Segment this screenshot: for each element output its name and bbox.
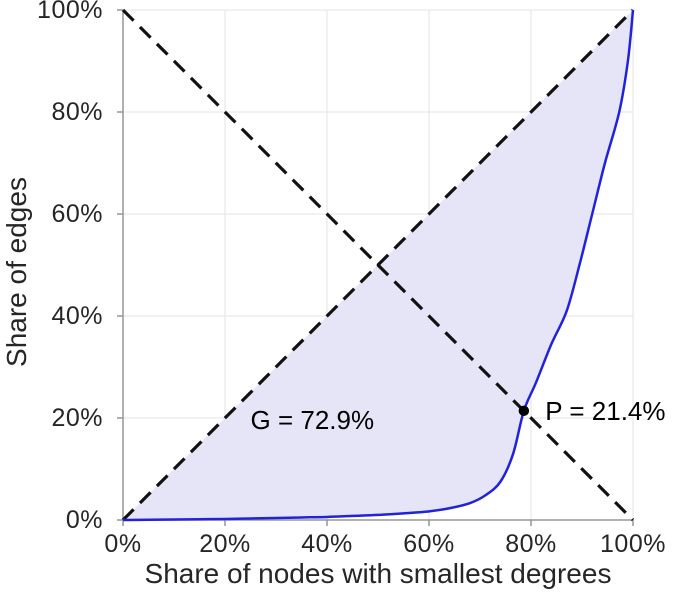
x-tick-label: 100% [600, 530, 666, 558]
x-axis-label: Share of nodes with smallest degrees [144, 558, 612, 589]
intersection-point [518, 405, 530, 417]
x-tick-label: 60% [403, 530, 455, 558]
gini-annotation: G = 72.9% [250, 404, 375, 435]
x-tick-label: 80% [505, 530, 557, 558]
x-tick-label: 0% [104, 530, 142, 558]
y-tick-label: 60% [51, 200, 103, 228]
y-tick-label: 40% [51, 302, 103, 330]
y-axis-label: Share of edges [1, 177, 33, 367]
y-tick-label: 0% [65, 506, 103, 534]
x-tick-label: 40% [301, 530, 353, 558]
y-tick-label: 100% [37, 0, 103, 24]
y-tick-label: 80% [51, 98, 103, 126]
p-value-annotation: P = 21.4% [545, 395, 666, 426]
y-tick-label: 20% [51, 404, 103, 432]
anti-diagonal-line [121, 8, 635, 522]
lorenz-curve-line [122, 9, 635, 522]
x-tick-label: 20% [199, 530, 251, 558]
y-axis-label-container: Share of edges [1, 142, 33, 402]
